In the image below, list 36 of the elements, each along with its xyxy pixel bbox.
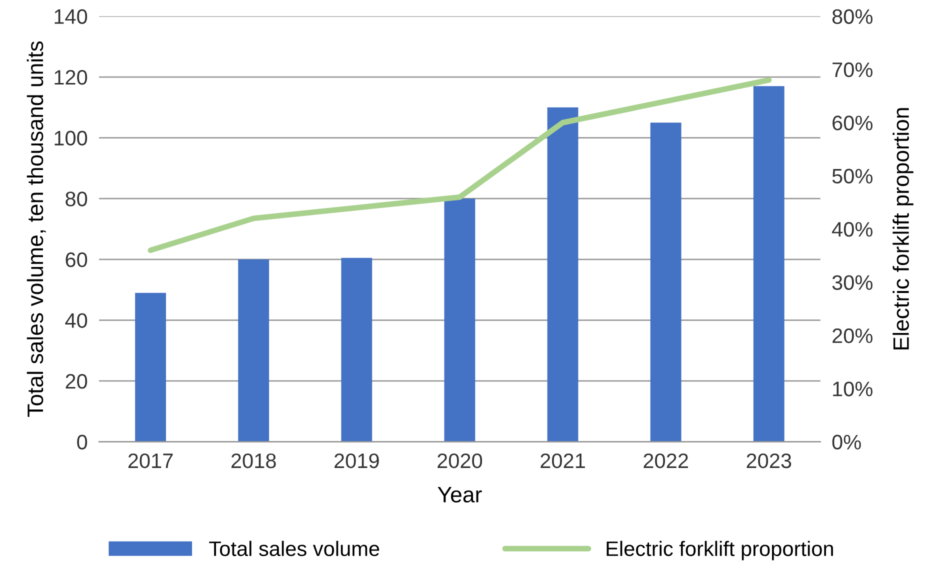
y2-tick-label: 0% xyxy=(832,434,861,450)
legend-label: Total sales volume xyxy=(209,540,380,556)
y2-tick-label: 50% xyxy=(832,168,872,184)
y2-tick-label: 10% xyxy=(833,382,872,396)
y-tick-label: 0 xyxy=(77,434,88,450)
x-tick-label: 2018 xyxy=(231,453,276,468)
y2-tick-label: 70% xyxy=(832,62,872,78)
y2-tick-label: 80% xyxy=(832,9,872,24)
bar xyxy=(341,258,372,442)
y-tick-label: 80 xyxy=(66,192,88,206)
y2-axis-title: Electric forklift proportion xyxy=(892,108,914,350)
y2-tick-label: 20% xyxy=(832,328,872,344)
x-tick-label: 2017 xyxy=(128,453,173,468)
x-tick-label: 2020 xyxy=(438,453,482,468)
bar xyxy=(135,292,166,442)
x-tick-label: 2019 xyxy=(334,453,379,468)
x-tick-label: 2023 xyxy=(746,453,792,468)
x-tick-label: 2021 xyxy=(540,453,585,468)
x-tick-label: 2022 xyxy=(644,453,688,468)
y2-tick-label: 60% xyxy=(832,116,872,130)
legend-label: Electric forklift proportion xyxy=(606,540,833,560)
bar xyxy=(444,198,476,442)
y-tick-label: 20 xyxy=(66,374,88,389)
y-axis-title: Total sales volume, ten thousand units xyxy=(26,41,46,417)
y2-tick-label: 30% xyxy=(832,275,872,290)
y2-tick-label: 40% xyxy=(832,222,872,237)
x-axis-title: Year xyxy=(438,487,482,503)
y-tick-label: 60 xyxy=(66,252,88,268)
y-tick-label: 140 xyxy=(54,9,88,24)
y-tick-label: 100 xyxy=(54,130,88,146)
bar xyxy=(650,122,682,442)
bar xyxy=(547,107,578,442)
y-tick-label: 120 xyxy=(54,70,88,85)
y-tick-label: 40 xyxy=(65,313,88,328)
bar xyxy=(753,86,784,442)
bar xyxy=(238,259,270,442)
